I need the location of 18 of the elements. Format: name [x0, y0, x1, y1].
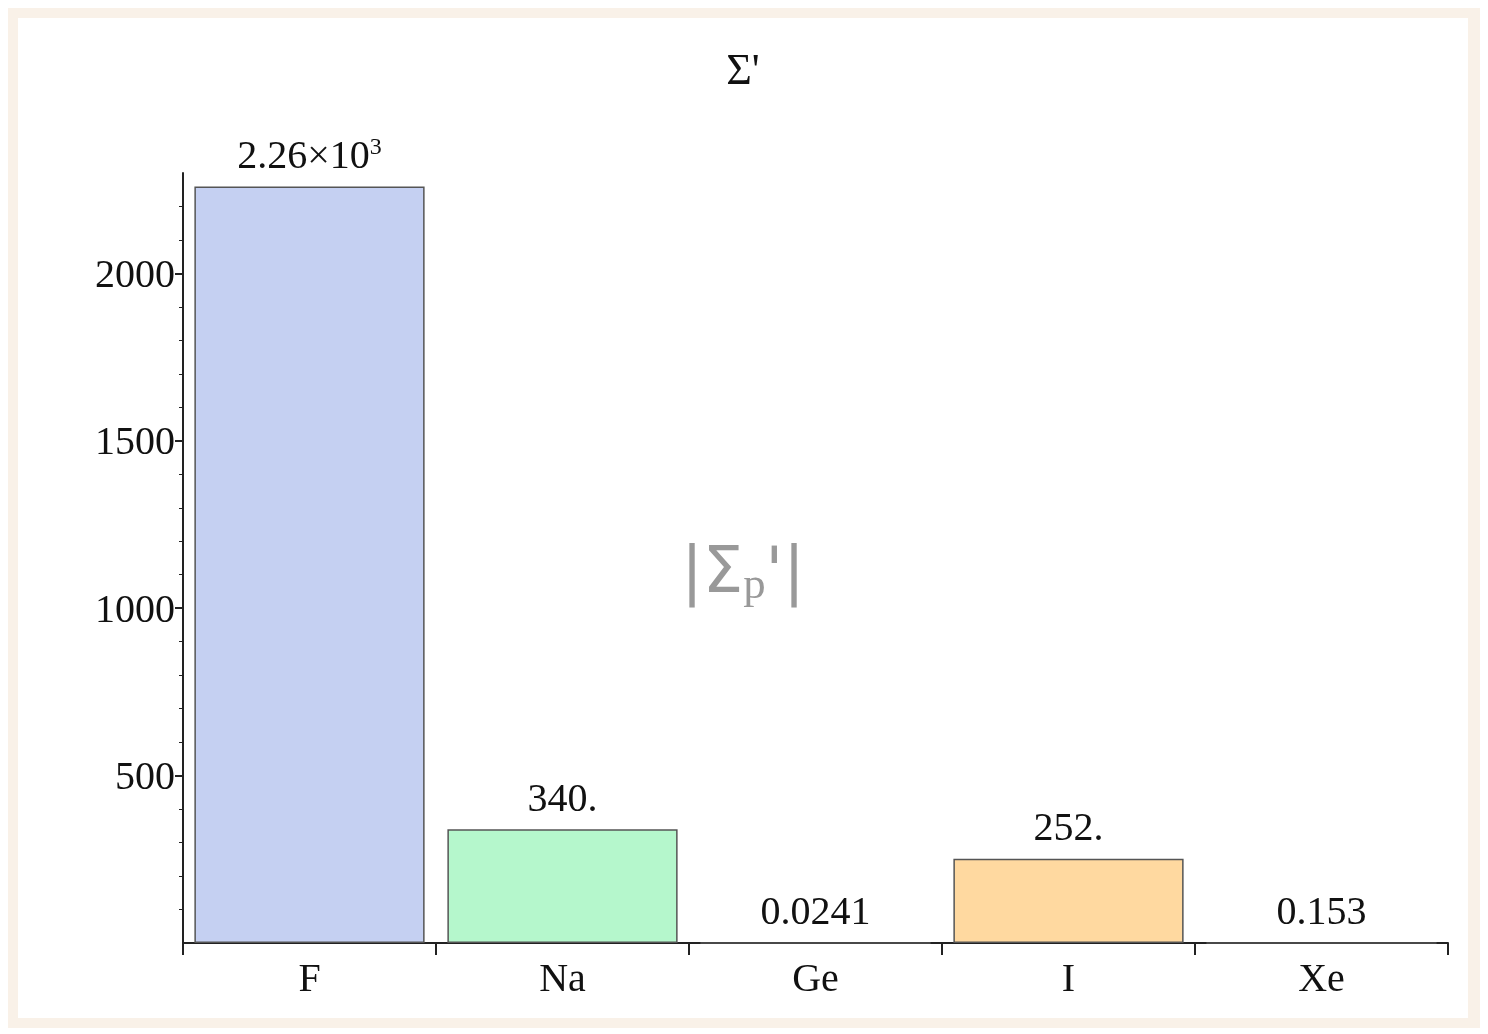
data-label: 0.0241: [760, 887, 871, 933]
data-label: 0.153: [1276, 887, 1367, 933]
data-label: 340.: [527, 774, 598, 820]
x-tick-label: Na: [539, 954, 587, 1000]
x-tick-label: F: [298, 954, 321, 1000]
x-tick-label: I: [1061, 954, 1076, 1000]
x-tick-label: Xe: [1298, 954, 1345, 1000]
bar: [447, 829, 678, 943]
bar: [953, 858, 1184, 943]
chart-title: Σ': [726, 44, 760, 94]
data-label: 252.: [1033, 804, 1104, 850]
y-tick-label: 1500: [95, 418, 175, 464]
x-tick-label: Ge: [792, 954, 839, 1000]
annotation: |Σp'|: [681, 533, 805, 608]
bar: [194, 186, 425, 943]
y-tick-label: 1000: [95, 585, 175, 631]
y-tick-label: 2000: [95, 250, 175, 296]
y-tick-label: 500: [115, 753, 175, 799]
